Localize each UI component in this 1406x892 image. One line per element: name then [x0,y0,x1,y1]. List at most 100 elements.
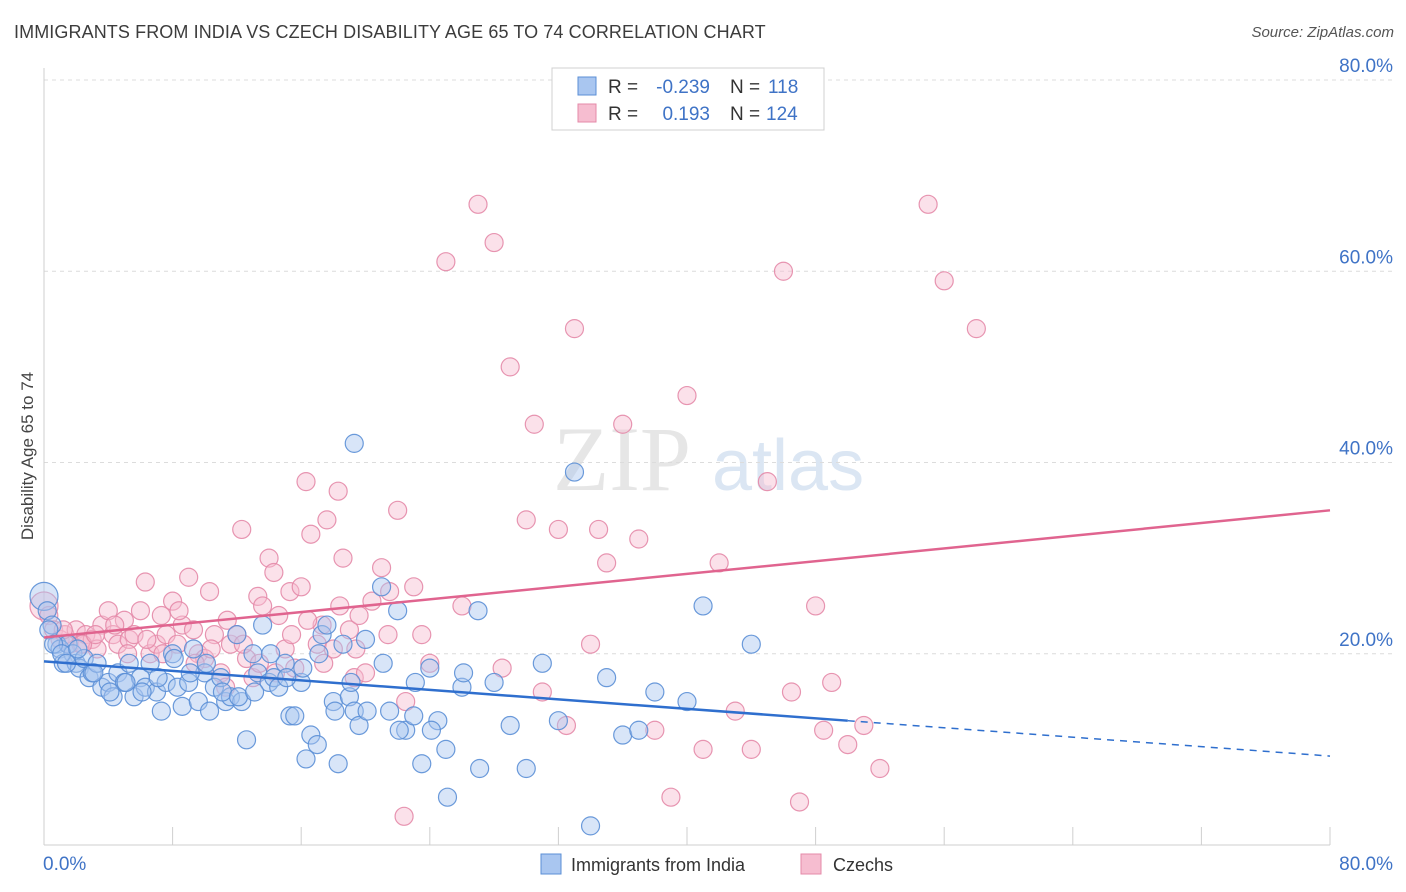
czech-point [757,472,777,492]
czech-point [323,639,343,659]
india-point [355,629,376,650]
india-point [516,758,536,779]
india-point [261,644,281,664]
india-point [44,634,64,654]
y-tick-label-60: 60.0% [1339,247,1393,268]
czech-point [597,553,617,573]
czech-point [870,758,890,779]
india-point [164,648,184,669]
legend-n-label-czech: N = [730,104,760,125]
czech-point [661,787,681,807]
india-point [532,653,552,673]
india-point [293,658,313,678]
legend-bottom-swatch-india [540,853,562,875]
czech-point [693,739,713,759]
india-point [453,663,474,683]
india-point [645,682,665,702]
india-point [421,720,442,740]
czech-point [371,558,392,578]
india-point [39,620,59,640]
india-point [196,653,216,673]
trend-line-czech [43,509,1331,639]
czech-point [629,529,649,549]
india-point [68,639,88,659]
india-point [405,672,425,693]
czech-point [966,319,986,339]
czech-point [328,481,348,501]
czech-point [814,720,834,740]
czech-point [151,605,171,626]
watermark: ZIP atlas [553,408,864,510]
india-point [172,696,192,716]
czech-point [87,639,107,659]
czech-point [259,548,279,568]
czech-point [98,601,118,621]
czech-point [436,252,456,272]
india-point [437,787,458,807]
india-point [613,725,633,745]
czech-point [420,653,440,673]
czech-point [781,682,802,702]
czech-point [822,672,842,693]
czech-point [548,519,569,540]
source-label: Source: ZipAtlas.com [1251,24,1394,41]
india-point [436,739,456,759]
legend-r-label-india: R = [608,77,638,98]
india-point [212,682,233,702]
czech-point [854,715,874,736]
axes: 20.0% 40.0% 60.0% 80.0% 0.0% 80.0% [43,56,1393,875]
india-point [564,462,585,482]
india-point [243,644,263,664]
czech-point [281,625,302,645]
czech-point [264,562,284,583]
legend-r-value-czech: 0.193 [662,104,710,125]
czech-point [301,524,321,544]
czech-point [492,658,512,678]
legend-bottom-label-czech: Czechs [833,855,893,875]
czech-point [163,591,183,611]
india-point [132,682,152,702]
czech-point [291,577,311,597]
czech-point [199,581,220,602]
czech-point [314,653,334,673]
legend-top: R = -0.239 N = 118 R = 0.193 N = 124 [551,67,825,131]
watermark-atlas: atlas [712,426,864,506]
czech-point [296,472,316,492]
czech-point [248,586,268,606]
y-axis-label: Disability Age 65 to 74 [18,372,37,540]
czech-point [918,194,938,214]
czech-point [645,720,665,740]
czech-point [339,620,360,640]
czech-point [153,644,173,664]
india-point [29,581,59,611]
czech-point [135,572,155,592]
india-point [420,658,440,678]
india-point [357,701,377,721]
czech-point [285,658,305,678]
india-point [179,672,199,693]
india-point [484,672,504,693]
czech-point [333,548,353,568]
india-point [37,601,57,621]
trend-line-india-projection [847,719,1331,757]
india-point [388,601,408,621]
legend-n-label-india: N = [730,77,760,98]
czech-point [183,620,204,640]
india-point [404,706,424,726]
czech-point [117,644,138,664]
india-point [500,715,520,736]
legend-r-label-czech: R = [608,104,638,125]
india-point [199,701,220,721]
india-point [151,701,171,721]
czech-point [468,194,488,214]
legend-bottom: Immigrants from India Czechs [540,853,893,875]
trend-line-india [43,660,848,722]
czech-point [404,577,424,597]
czech-point [169,601,189,621]
india-point [396,720,416,740]
czech-point [280,581,300,602]
chart-title: IMMIGRANTS FROM INDIA VS CZECH DISABILIT… [14,22,766,42]
legend-swatch-czech [577,103,597,123]
india-point [280,706,300,726]
czech-point [588,519,609,540]
